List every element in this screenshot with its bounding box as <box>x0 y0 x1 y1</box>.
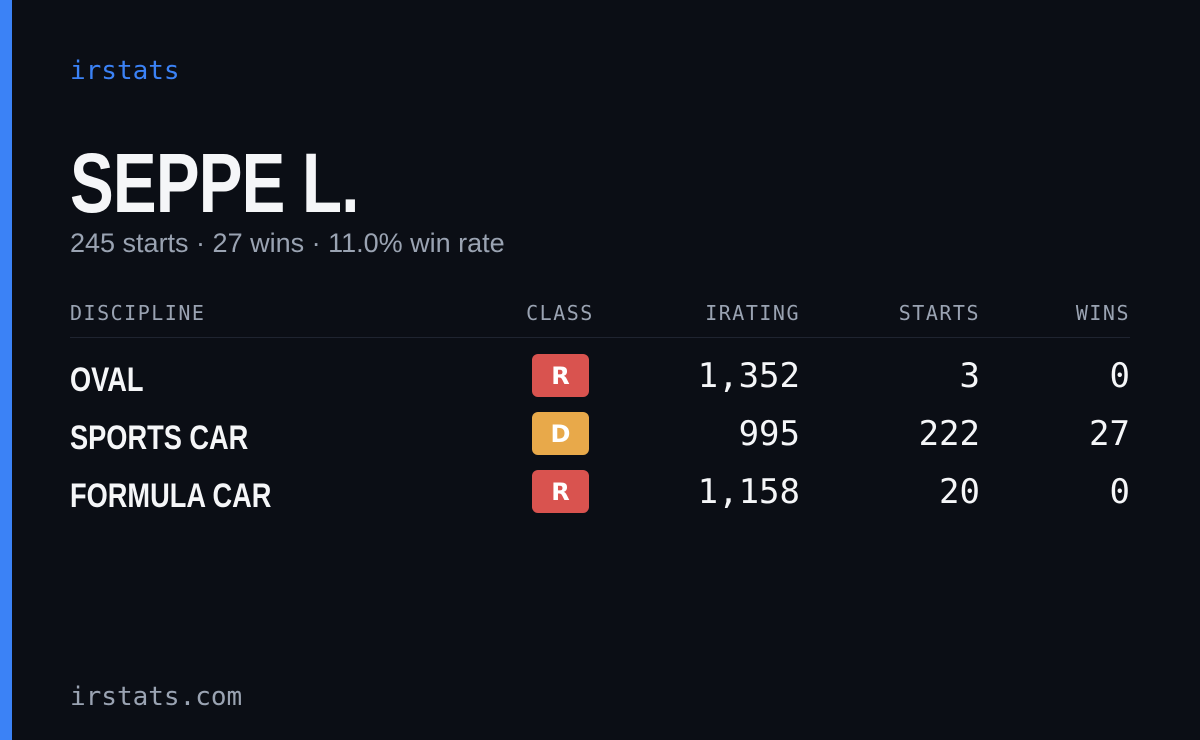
column-header: WINS <box>1075 301 1130 325</box>
brand: irstats <box>70 56 180 86</box>
accent-bar <box>0 0 12 740</box>
player-name: SEPPE L. <box>70 136 359 230</box>
discipline: OVAL <box>70 361 144 399</box>
starts: 3 <box>959 356 980 396</box>
summary: 245 starts · 27 wins · 11.0% win rate <box>70 228 505 258</box>
irating: 1,158 <box>697 472 800 512</box>
starts: 222 <box>918 414 980 454</box>
irating: 1,352 <box>697 356 800 396</box>
column-header: DISCIPLINE <box>70 301 206 325</box>
wins: 0 <box>1109 472 1130 512</box>
starts: 20 <box>939 472 980 512</box>
wins: 27 <box>1089 414 1130 454</box>
class-badge: R <box>532 354 589 397</box>
class-badge: R <box>532 470 589 513</box>
discipline: SPORTS CAR <box>70 419 249 457</box>
wins: 0 <box>1109 356 1130 396</box>
class-badge: D <box>532 412 589 455</box>
discipline: FORMULA CAR <box>70 477 272 515</box>
footer: irstats.com <box>70 682 243 712</box>
column-header: CLASS <box>526 301 594 325</box>
column-header: IRATING <box>705 301 800 325</box>
divider <box>70 337 1130 338</box>
column-header: STARTS <box>898 301 980 325</box>
irating: 995 <box>738 414 800 454</box>
